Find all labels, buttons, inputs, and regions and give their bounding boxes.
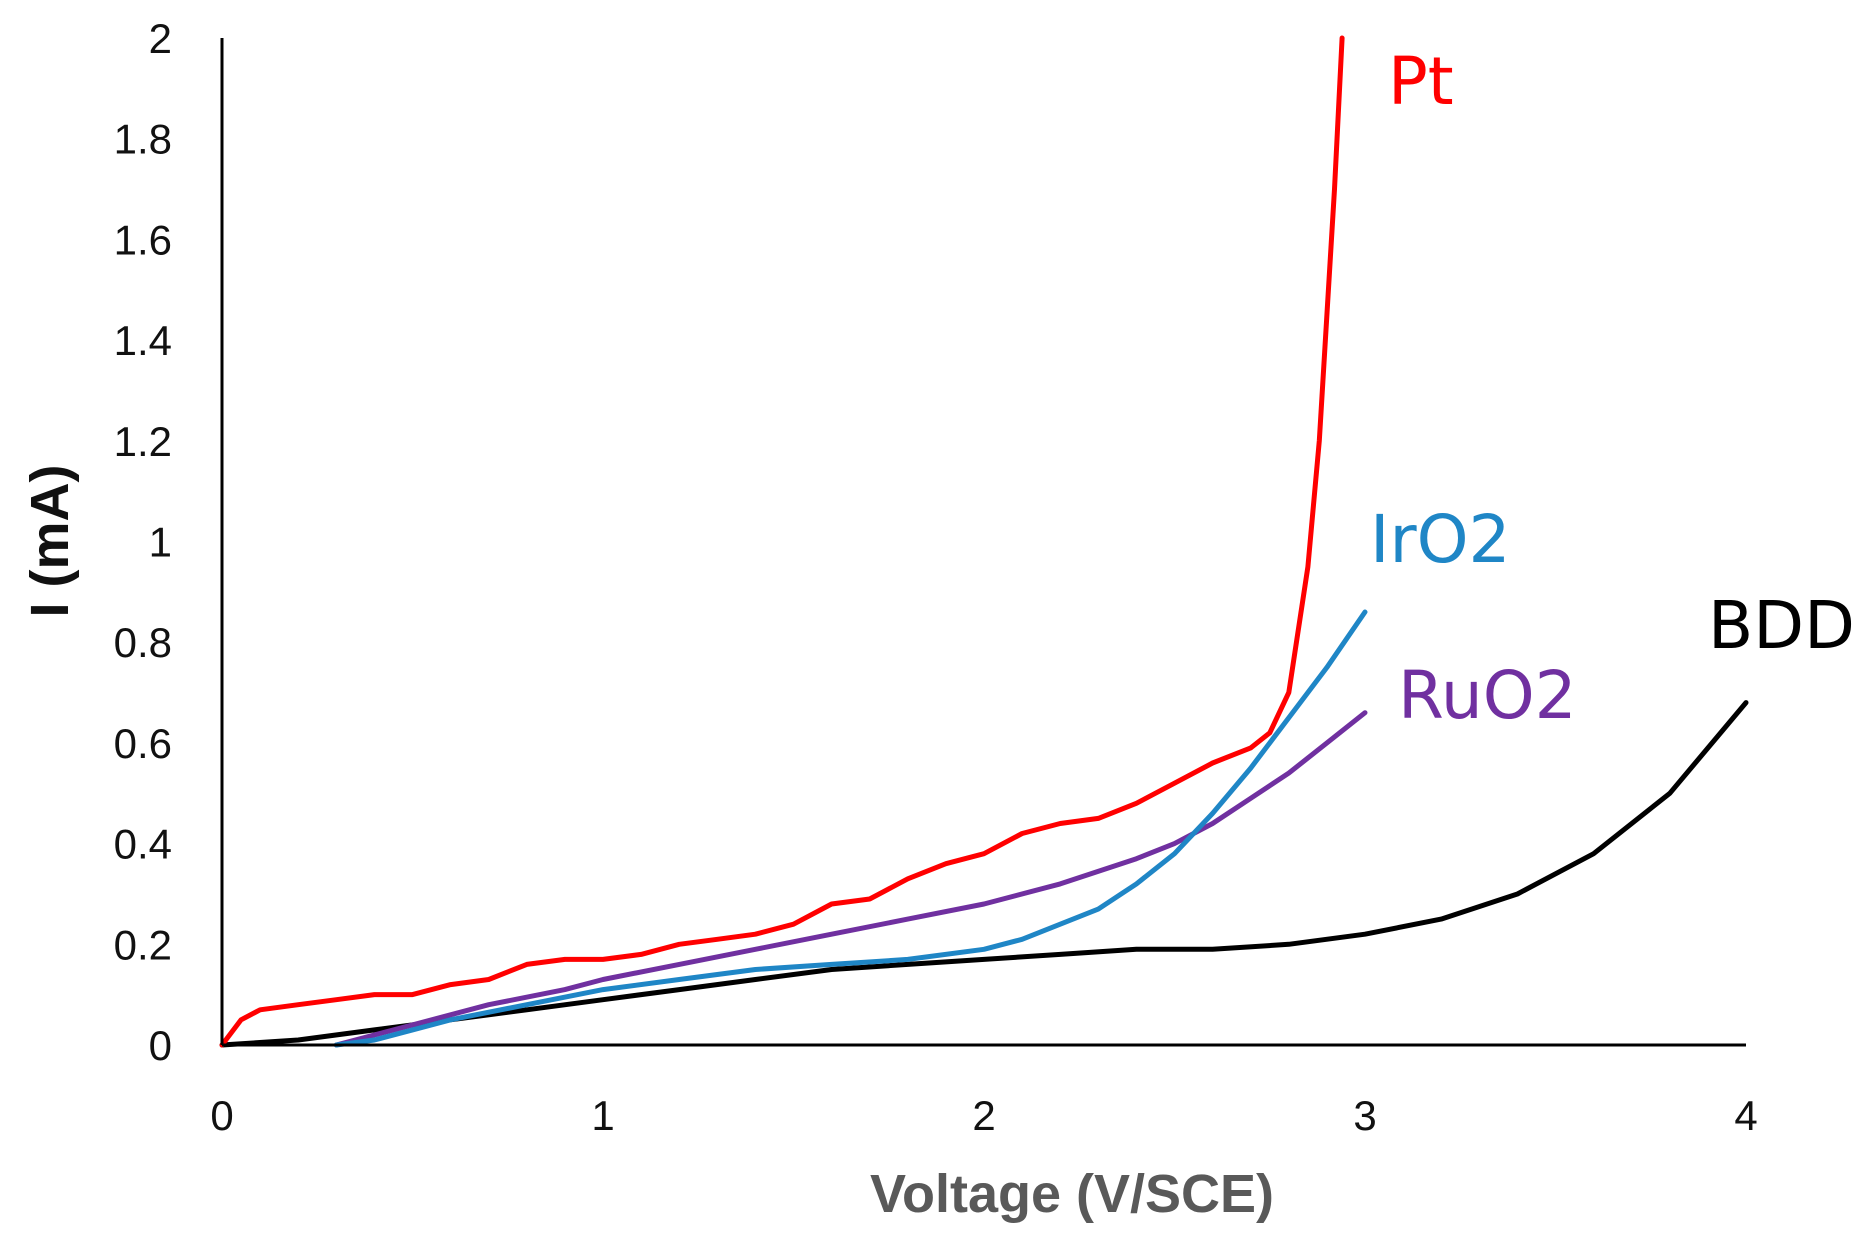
x-tick-label: 2 — [972, 1092, 995, 1139]
plot-series-group — [219, 35, 1749, 1048]
y-axis-title: I (mA) — [20, 465, 80, 618]
series-labels: Pt IrO2 RuO2 BDD — [1370, 43, 1855, 734]
series-line-pt — [219, 35, 1345, 1048]
y-tick-label: 1 — [149, 519, 172, 566]
y-tick-label: 1.2 — [114, 418, 172, 465]
series-label-iro2: IrO2 — [1370, 501, 1511, 578]
series-label-bdd: BDD — [1708, 587, 1855, 664]
y-tick-label: 0.4 — [114, 821, 172, 868]
y-tick-label: 1.6 — [114, 216, 172, 263]
x-tick-label: 4 — [1734, 1092, 1757, 1139]
series-label-ruo2: RuO2 — [1398, 657, 1577, 734]
y-tick-label: 0.8 — [114, 619, 172, 666]
y-tick-label: 0.6 — [114, 720, 172, 767]
series-line-iro2 — [333, 609, 1368, 1048]
x-tick-labels: 0 1 2 3 4 — [210, 1092, 1757, 1139]
series-line-bdd — [219, 700, 1749, 1048]
series-label-pt: Pt — [1388, 43, 1454, 120]
x-tick-label: 1 — [591, 1092, 614, 1139]
y-tick-label: 0 — [149, 1022, 172, 1069]
x-tick-label: 0 — [210, 1092, 233, 1139]
y-tick-label: 2 — [149, 15, 172, 62]
y-tick-label: 0.2 — [114, 921, 172, 968]
y-tick-labels: 0 0.2 0.4 0.6 0.8 1 1.2 1.4 1.6 1.8 2 — [114, 15, 172, 1069]
series-line-ruo2 — [333, 710, 1368, 1048]
x-axis-title: Voltage (V/SCE) — [870, 1164, 1274, 1224]
x-tick-label: 3 — [1353, 1092, 1376, 1139]
y-tick-label: 1.4 — [114, 317, 172, 364]
y-tick-label: 1.8 — [114, 116, 172, 163]
